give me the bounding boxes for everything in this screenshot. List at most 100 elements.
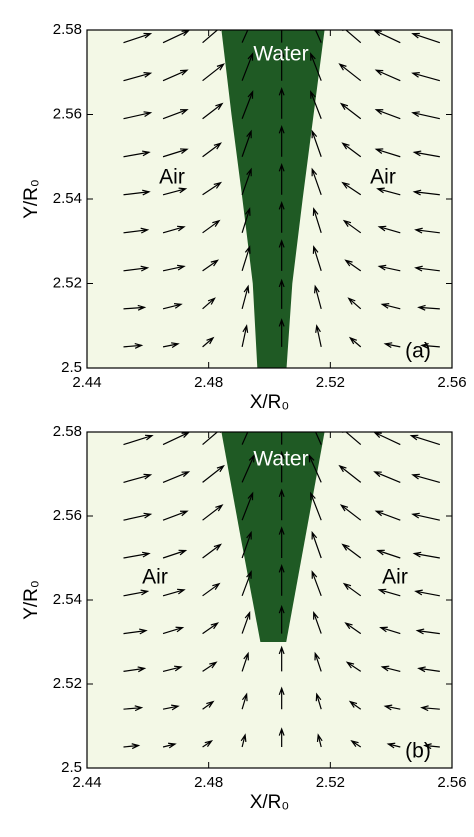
vector-field <box>123 432 441 750</box>
vector-arrow <box>315 692 322 710</box>
vector-arrow <box>350 740 362 748</box>
vector-arrow <box>348 336 362 348</box>
vector-arrow <box>342 219 362 234</box>
vector-arrow <box>202 30 222 44</box>
annotation: Air <box>159 166 185 189</box>
x-tick-label: 2.48 <box>194 374 223 391</box>
vector-arrow <box>338 464 362 483</box>
vector-arrow <box>162 626 185 635</box>
vector-arrow <box>162 549 188 559</box>
vector-arrow <box>202 622 220 635</box>
vector-arrow <box>278 163 285 195</box>
y-tick-label: 2.52 <box>53 675 82 692</box>
vector-arrow <box>202 102 224 120</box>
vector-arrow <box>202 543 222 559</box>
vector-arrow <box>409 434 441 446</box>
vector-arrow <box>278 526 285 558</box>
x-tick-label: 2.52 <box>316 374 345 391</box>
vector-arrow <box>162 342 180 349</box>
vector-arrow <box>377 264 401 272</box>
vector-arrow <box>278 278 285 309</box>
vector-arrow <box>310 491 322 521</box>
vector-arrow <box>241 30 249 43</box>
vector-arrow <box>123 32 153 44</box>
vector-arrow <box>348 700 362 710</box>
vector-arrow <box>241 610 251 634</box>
vector-arrow <box>241 453 255 483</box>
x-axis-label: X/R₀ <box>250 392 290 413</box>
vector-arrow <box>202 181 223 196</box>
y-tick-label: 2.54 <box>53 591 82 608</box>
vector-arrow <box>278 86 285 119</box>
vector-arrow <box>344 622 362 635</box>
vector-arrow <box>411 72 440 82</box>
vector-arrow <box>123 150 151 158</box>
x-tick-label: 2.52 <box>316 774 345 791</box>
panel: 2.44 2.48 2.52 2.56 2.5 2.52 2.54 2.56 2.58 X/R₀ Y… <box>21 423 467 813</box>
vector-arrow <box>162 588 186 597</box>
vector-arrow <box>162 30 191 44</box>
vector-arrow <box>374 510 401 521</box>
vector-arrow <box>411 111 440 120</box>
vector-arrow <box>278 125 285 157</box>
y-tick-label: 2.5 <box>61 359 82 376</box>
vector-arrow <box>162 742 177 749</box>
vector-arrow <box>314 30 322 43</box>
vector-arrow <box>278 450 285 483</box>
vector-arrow <box>202 142 222 158</box>
y-axis-label: Y/R₀ <box>21 580 42 620</box>
vector-arrow <box>162 148 189 158</box>
vector-arrow <box>412 150 440 158</box>
vector-arrow <box>345 661 362 672</box>
vector-arrow <box>202 661 218 672</box>
vector-arrow <box>417 304 440 311</box>
vector-arrow <box>341 543 362 559</box>
vector-arrow <box>123 342 144 349</box>
x-tick-label: 2.48 <box>194 774 223 791</box>
vector-arrow <box>374 148 401 158</box>
vector-arrow <box>241 432 249 445</box>
annotation: Air <box>142 566 168 589</box>
vector-arrow <box>311 570 322 597</box>
vector-arrow <box>417 666 440 673</box>
vector-arrow <box>386 742 401 749</box>
vector-arrow <box>162 665 183 672</box>
x-tick-label: 2.44 <box>72 374 101 391</box>
vector-arrow <box>377 225 401 234</box>
vector-arrow <box>278 239 285 271</box>
vector-arrow <box>339 504 362 521</box>
vector-arrow <box>241 167 252 195</box>
vector-arrow <box>241 651 249 672</box>
vector-arrow <box>342 582 362 597</box>
y-tick-label: 2.56 <box>53 105 82 122</box>
vector-arrow <box>312 207 322 233</box>
vector-arrow <box>123 111 153 120</box>
panel: 2.44 2.48 2.52 2.56 2.5 2.52 2.54 2.56 2.58 X/R₀ Y… <box>21 21 467 413</box>
vector-arrow <box>414 265 440 272</box>
y-axis-label: Y/R₀ <box>21 179 42 219</box>
vector-arrow <box>380 665 401 672</box>
vector-arrow <box>162 471 191 483</box>
vector-arrow <box>379 626 401 635</box>
vector-arrow <box>341 181 362 196</box>
vector-arrow <box>123 304 147 311</box>
vector-arrow <box>202 464 225 483</box>
vector-arrow <box>411 473 440 483</box>
vector-arrow <box>241 570 252 597</box>
vector-arrow <box>241 245 251 272</box>
vector-arrow <box>420 342 440 349</box>
vector-arrow <box>278 488 285 521</box>
vector-arrow <box>423 743 440 750</box>
y-tick-label: 2.58 <box>53 21 82 38</box>
vector-arrow <box>414 227 440 234</box>
vector-arrow <box>123 227 150 234</box>
vector-arrow <box>162 187 188 196</box>
vector-arrow <box>281 30 283 43</box>
vector-arrow <box>278 645 285 672</box>
vector-arrow <box>202 582 221 597</box>
vector-arrow <box>162 225 186 234</box>
vector-arrow <box>278 48 285 81</box>
vector-arrow <box>347 297 362 310</box>
vector-arrow <box>241 52 254 81</box>
